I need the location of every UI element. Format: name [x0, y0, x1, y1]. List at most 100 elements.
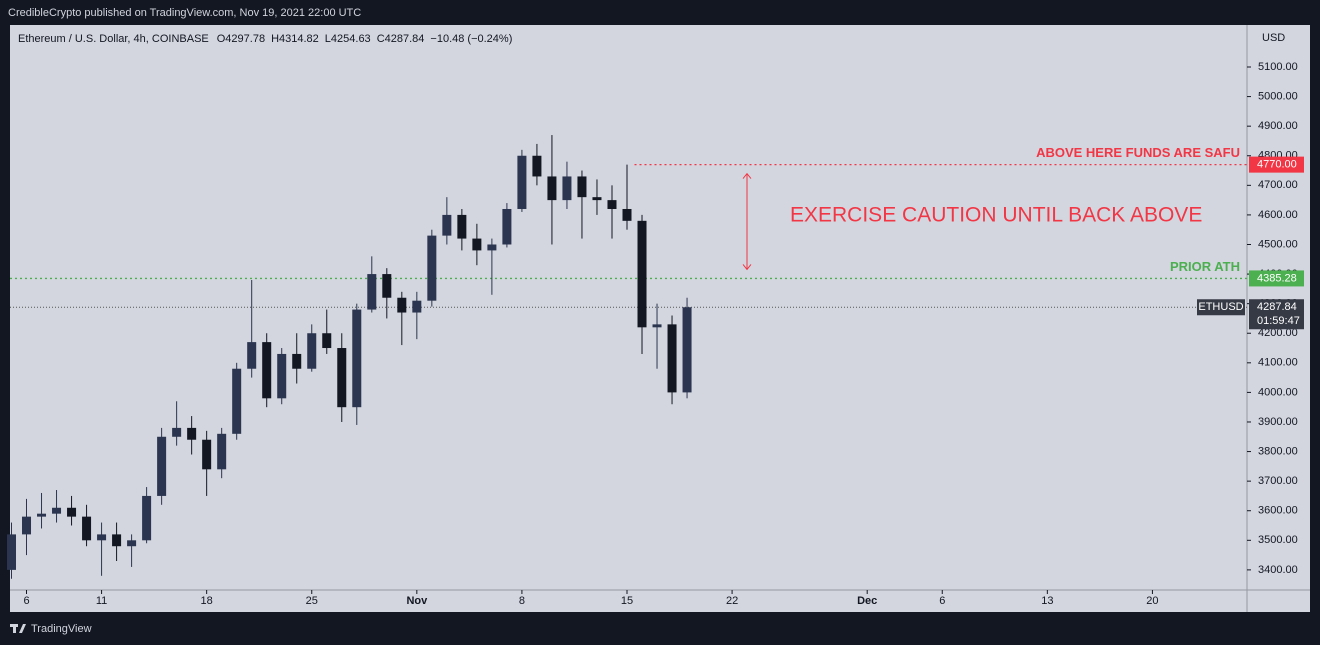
candle-body — [82, 516, 92, 541]
x-tick-label: 22 — [726, 595, 738, 607]
candle-body — [217, 433, 227, 470]
y-tick-label: 5000.00 — [1258, 90, 1298, 102]
symbol-tag — [1197, 299, 1245, 316]
candle-body — [52, 507, 62, 514]
candle-body — [622, 208, 632, 221]
candle-body — [232, 368, 242, 434]
candle-body — [382, 274, 392, 298]
arrow-head — [742, 264, 752, 271]
candle-body — [127, 540, 137, 547]
legend-value: L4254.63 — [325, 33, 371, 45]
annotation: EXERCISE CAUTION UNTIL BACK ABOVE — [790, 204, 1202, 227]
candle-body — [547, 176, 557, 201]
candle-body — [532, 155, 542, 177]
candle-body — [277, 353, 287, 399]
candle-body — [142, 495, 152, 541]
brand-logo — [10, 624, 26, 633]
candle-body — [202, 439, 212, 470]
level-label: 4385.28 — [1257, 272, 1297, 284]
candle-body — [412, 300, 422, 313]
x-tick-label: 6 — [23, 595, 29, 607]
legend-value: O4297.78 — [217, 33, 265, 45]
candle-body — [97, 534, 107, 541]
y-tick-label: 4200.00 — [1258, 327, 1298, 339]
candle-body — [562, 176, 572, 201]
candle-body — [577, 176, 587, 198]
legend-value: H4314.82 — [271, 33, 319, 45]
y-tick-label: 3500.00 — [1258, 534, 1298, 546]
legend-value: C4287.84 — [377, 33, 425, 45]
candle-body — [37, 513, 47, 517]
level-tag — [1249, 156, 1304, 173]
x-tick-label: 15 — [621, 595, 633, 607]
chart-area — [10, 25, 1310, 612]
y-tick-label: 4900.00 — [1258, 120, 1298, 132]
candle-body — [502, 208, 512, 245]
candle-body — [427, 235, 437, 301]
candle-body — [187, 427, 197, 440]
x-tick-label: 6 — [939, 595, 945, 607]
candle-body — [367, 274, 377, 310]
candle-body — [172, 427, 182, 437]
candle-body — [517, 155, 527, 209]
candle-body — [652, 324, 662, 328]
candle-body — [262, 342, 272, 399]
candle-body — [352, 309, 362, 408]
level-label: 4770.00 — [1257, 159, 1297, 171]
candle-body — [607, 200, 617, 209]
x-tick-label: 20 — [1146, 595, 1158, 607]
level-text: ABOVE HERE FUNDS ARE SAFU — [1036, 145, 1240, 160]
level-text: PRIOR ATH — [1170, 259, 1240, 274]
x-tick-label: 13 — [1041, 595, 1053, 607]
y-tick-label: 5100.00 — [1258, 61, 1298, 73]
candle-body — [592, 197, 602, 201]
candle-body — [637, 220, 647, 328]
candle-body — [6, 534, 17, 570]
x-tick-label: Dec — [857, 595, 877, 607]
candle-body — [307, 333, 317, 369]
candle-body — [322, 333, 332, 349]
currency: USD — [1262, 32, 1285, 44]
brand: TradingView — [31, 623, 92, 635]
y-tick-label: 3600.00 — [1258, 505, 1298, 517]
symbol-label: ETHUSD — [1198, 301, 1243, 313]
y-tick-label: 3900.00 — [1258, 416, 1298, 428]
y-tick-label: 3400.00 — [1258, 564, 1298, 576]
candle-body — [22, 516, 32, 535]
y-tick-label: 4100.00 — [1258, 357, 1298, 369]
candle-body — [157, 436, 167, 496]
candle-body — [457, 214, 467, 239]
price-label: 4287.84 — [1257, 301, 1297, 313]
candle-body — [292, 353, 302, 369]
countdown: 01:59:47 — [1257, 315, 1300, 327]
x-tick-label: 25 — [306, 595, 318, 607]
x-tick-label: Nov — [406, 595, 428, 607]
y-tick-label: 4700.00 — [1258, 179, 1298, 191]
candle-body — [247, 342, 257, 369]
y-tick-label: 4500.00 — [1258, 238, 1298, 250]
candle-body — [112, 534, 122, 547]
level-tag — [1249, 270, 1304, 287]
candle-body — [67, 507, 77, 517]
legend-value: −10.48 (−0.24%) — [430, 33, 512, 45]
x-tick-label: 18 — [201, 595, 213, 607]
publisher: CredibleCrypto published on TradingView.… — [8, 7, 361, 19]
legend-symbol: Ethereum / U.S. Dollar, 4h, COINBASE — [18, 33, 209, 45]
y-tick-label: 3800.00 — [1258, 445, 1298, 457]
candle-body — [337, 348, 347, 408]
y-tick-label: 3700.00 — [1258, 475, 1298, 487]
candle-body — [682, 307, 692, 393]
price-tag — [1249, 299, 1304, 330]
candle-body — [472, 238, 482, 251]
y-tick-label: 4000.00 — [1258, 386, 1298, 398]
candle-body — [487, 244, 497, 251]
candle-body — [667, 324, 677, 393]
x-tick-label: 11 — [96, 595, 107, 607]
candle-body — [397, 297, 407, 313]
arrow-head — [742, 172, 752, 179]
candle-body — [442, 214, 452, 236]
x-tick-label: 8 — [519, 595, 525, 607]
y-tick-label: 4600.00 — [1258, 209, 1298, 221]
